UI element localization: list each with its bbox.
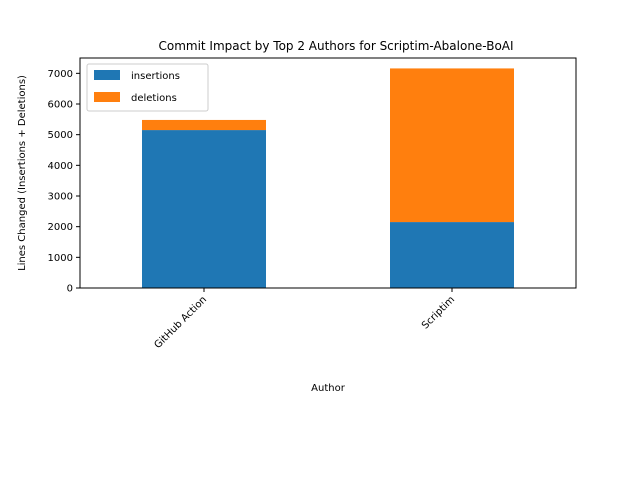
legend-label-insertions: insertions [131,71,180,82]
chart-title: Commit Impact by Top 2 Authors for Scrip… [158,39,513,53]
legend-swatch-deletions [94,92,120,102]
y-tick-label: 5000 [48,130,73,141]
y-tick-label: 7000 [48,69,73,80]
legend-swatch-insertions [94,70,120,80]
y-tick-label: 2000 [48,222,73,233]
bar-deletions-1 [142,119,266,131]
x-axis-title: Author [311,383,346,394]
y-tick-label: 4000 [48,161,73,172]
x-tick-label: GitHub Action [152,294,209,351]
y-tick-label: 3000 [48,192,73,203]
legend-label-deletions: deletions [131,93,177,104]
bar-deletions-2 [390,68,514,223]
y-axis: 0 1000 2000 3000 4000 5000 6000 7000 [48,69,80,295]
legend: insertions deletions [86,63,209,112]
x-tick-label: Scriptim [420,294,457,331]
bars-group [142,68,514,288]
y-tick-label: 0 [67,284,73,295]
plot-frame [79,57,577,289]
bar-insertions-1 [142,130,266,288]
y-tick-label: 1000 [48,253,73,264]
y-tick-label: 6000 [48,100,73,111]
x-axis: GitHub Action Scriptim [152,288,457,351]
bar-insertions-2 [390,222,514,288]
y-axis-title: Lines Changed (Insertions + Deletions) [17,75,28,271]
